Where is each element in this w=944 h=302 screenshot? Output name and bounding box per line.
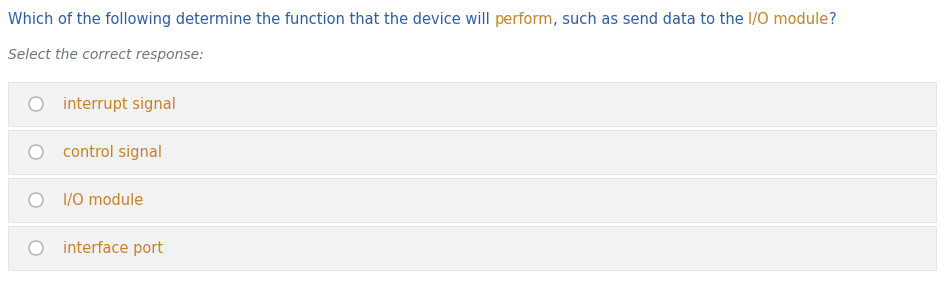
Text: ?: ? <box>829 12 836 27</box>
Text: control signal: control signal <box>63 144 162 159</box>
FancyBboxPatch shape <box>8 130 936 174</box>
Text: interface port: interface port <box>63 240 163 255</box>
Text: perform: perform <box>495 12 553 27</box>
Circle shape <box>29 97 43 111</box>
Circle shape <box>29 193 43 207</box>
Circle shape <box>29 241 43 255</box>
Text: I/O module: I/O module <box>749 12 829 27</box>
FancyBboxPatch shape <box>8 226 936 270</box>
Circle shape <box>29 145 43 159</box>
Text: Select the correct response:: Select the correct response: <box>8 48 204 62</box>
FancyBboxPatch shape <box>8 178 936 222</box>
FancyBboxPatch shape <box>8 82 936 126</box>
Text: interrupt signal: interrupt signal <box>63 97 176 111</box>
Text: I/O module: I/O module <box>63 192 143 207</box>
Text: Which of the following determine the function that the device will: Which of the following determine the fun… <box>8 12 495 27</box>
Text: , such as send data to the: , such as send data to the <box>553 12 749 27</box>
